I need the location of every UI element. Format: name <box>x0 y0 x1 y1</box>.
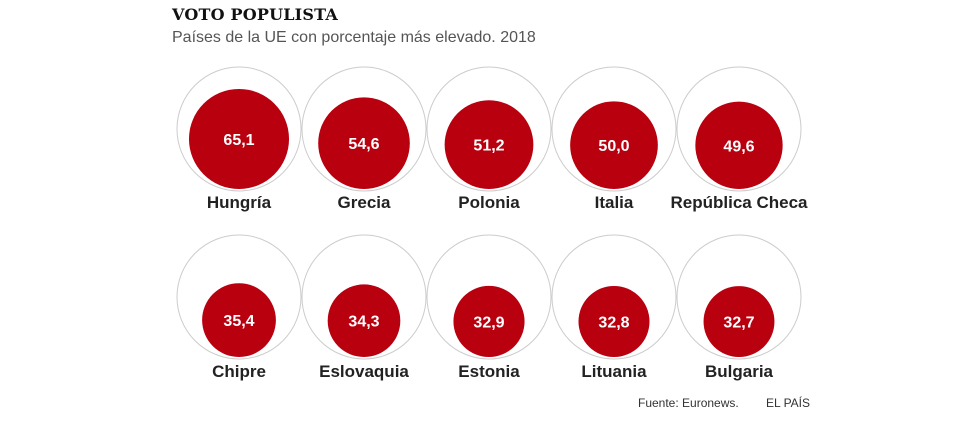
value-label: 50,0 <box>598 138 629 155</box>
value-circle <box>695 101 783 189</box>
value-circle <box>570 101 658 189</box>
country-item-hungria: 65,1 Hungría <box>176 66 302 212</box>
value-circle <box>578 285 650 357</box>
value-circle <box>327 284 401 358</box>
value-label: 32,8 <box>598 314 629 331</box>
source-note: Fuente: Euronews. <box>638 396 739 410</box>
brand-label: EL PAÍS <box>766 396 811 410</box>
chart-title: VOTO POPULISTA <box>172 5 338 24</box>
country-item-lituania: 32,8 Lituania <box>551 234 677 381</box>
value-label: 34,3 <box>348 314 379 331</box>
reference-ring <box>426 66 552 192</box>
value-label: 32,9 <box>473 314 504 331</box>
reference-ring <box>176 66 302 192</box>
country-label: Italia <box>595 193 634 212</box>
country-label: Chipre <box>212 362 266 381</box>
country-item-italia: 50,0 Italia <box>551 66 677 212</box>
reference-ring <box>176 234 302 360</box>
value-label: 51,2 <box>473 138 504 155</box>
country-item-grecia: 54,6 Grecia <box>301 66 427 212</box>
value-label: 54,6 <box>348 136 379 153</box>
country-label: Polonia <box>458 193 520 212</box>
country-label: Estonia <box>458 362 520 381</box>
chart-subtitle: Países de la UE con porcentaje más eleva… <box>172 29 536 46</box>
country-label: Grecia <box>338 193 391 212</box>
value-label: 49,6 <box>723 138 754 155</box>
value-circle <box>188 88 290 189</box>
reference-ring <box>426 234 552 360</box>
country-item-bulgaria: 32,7 Bulgaria <box>676 234 802 381</box>
country-label: Bulgaria <box>705 362 774 381</box>
country-label: Lituania <box>581 362 647 381</box>
country-label: Eslovaquia <box>319 362 409 381</box>
value-circle <box>318 97 410 189</box>
country-item-polonia: 51,2 Polonia <box>426 66 552 212</box>
value-circle <box>444 100 534 189</box>
value-circle <box>703 286 775 357</box>
value-label: 65,1 <box>223 132 254 149</box>
country-label: República Checa <box>671 193 809 212</box>
reference-ring <box>301 66 427 192</box>
reference-ring <box>676 66 802 192</box>
country-item-eslovaquia: 34,3 Eslovaquia <box>301 234 427 381</box>
value-circle <box>453 285 525 357</box>
reference-ring <box>676 234 802 360</box>
country-item-republica-checa: 49,6 República Checa <box>671 66 809 212</box>
reference-ring <box>551 234 677 360</box>
reference-ring <box>301 234 427 360</box>
country-item-chipre: 35,4 Chipre <box>176 234 302 381</box>
reference-ring <box>551 66 677 192</box>
country-item-estonia: 32,9 Estonia <box>426 234 552 381</box>
value-circle <box>202 283 276 357</box>
value-label: 32,7 <box>723 315 754 332</box>
value-label: 35,4 <box>223 313 254 330</box>
country-label: Hungría <box>207 193 272 212</box>
